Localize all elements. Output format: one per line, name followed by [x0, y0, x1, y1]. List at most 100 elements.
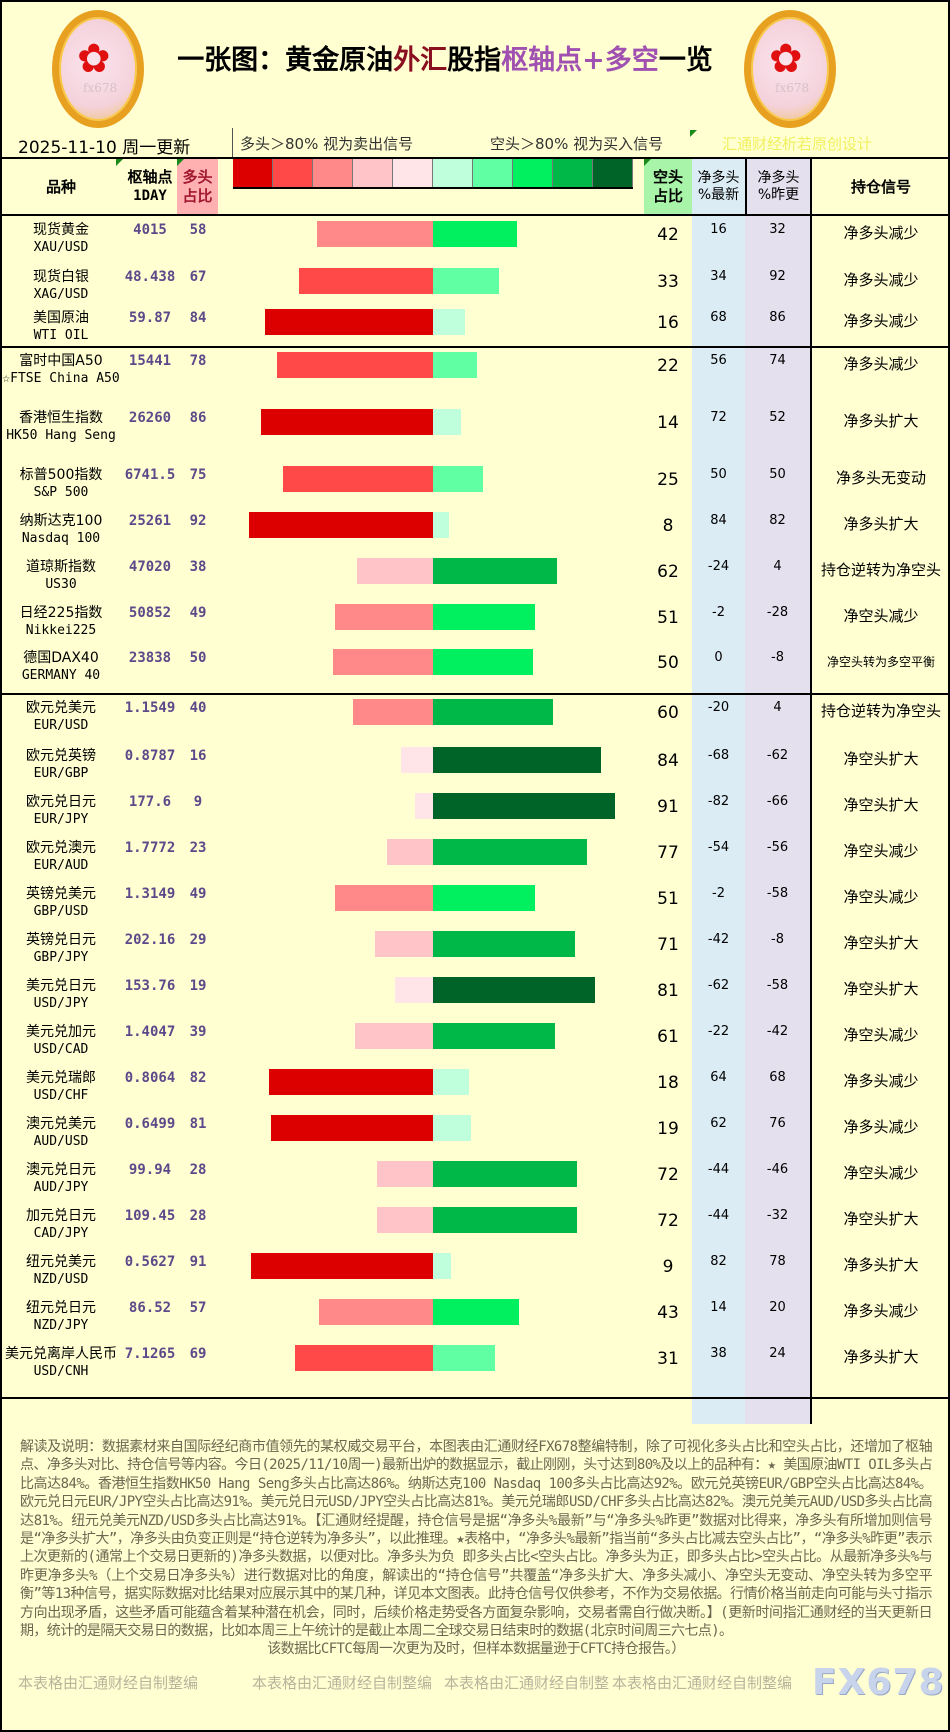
- pivot-value: 153.76: [124, 978, 176, 994]
- net-long-previous: 92: [769, 269, 786, 284]
- long-bar: [319, 1299, 433, 1325]
- instrument-cn: 纽元兑日元: [26, 1300, 96, 1316]
- short-percent: 16: [657, 313, 679, 333]
- legend-swatch: [553, 159, 593, 188]
- divider: [810, 159, 812, 1424]
- long-bar: [249, 512, 433, 538]
- long-bar: [387, 839, 433, 865]
- position-signal: 净多头减少: [843, 1118, 919, 1136]
- legend-swatch: [473, 159, 513, 188]
- pivot-value: 50852: [128, 605, 172, 621]
- position-signal: 净空头减少: [843, 842, 919, 860]
- instrument-cn: 富时中国A50: [19, 353, 103, 369]
- divider: [233, 187, 633, 189]
- notes-body: 解读及说明：数据素材来自国际经纪商市值领先的某权威交易平台，本图表由汇通财经FX…: [20, 1439, 933, 1640]
- long-percent: 57: [189, 1300, 207, 1316]
- flower-icon: ✿: [77, 36, 111, 82]
- instrument-cn: 美元兑日元: [26, 978, 96, 994]
- instrument-code: USD/CHF: [33, 1088, 89, 1103]
- short-bar: [433, 1299, 519, 1325]
- position-signal: 净空头减少: [843, 607, 919, 625]
- instrument-code: S&P 500: [33, 485, 89, 500]
- long-percent: 40: [189, 700, 207, 716]
- table-row: 纽元兑美元 NZD/USD 0.5627 91 9 82 78 净多头扩大: [0, 1248, 950, 1294]
- table-row: 美国原油 WTI OIL 59.87 84 16 68 86 净多头减少: [0, 304, 950, 347]
- footer-credit: 本表格由汇通财经自制整: [444, 1674, 610, 1692]
- short-bar: [433, 747, 601, 773]
- instrument-cn: 欧元兑日元: [26, 794, 96, 810]
- table-row: 纳斯达克100 Nasdaq 100 25261 92 8 84 82 净多头扩大: [0, 507, 950, 553]
- instrument-code: HK50 Hang Seng: [6, 428, 116, 443]
- instrument-name: 纽元兑美元 NZD/USD: [0, 1254, 122, 1288]
- title-part: 枢轴点+多空: [501, 45, 659, 76]
- net-long-latest: -22: [707, 1024, 730, 1039]
- instrument-code: XAG/USD: [33, 287, 89, 302]
- position-signal: 净多头扩大: [843, 515, 919, 533]
- net-long-latest: -62: [707, 978, 730, 993]
- net-long-latest: 0: [714, 650, 723, 665]
- short-percent: 77: [657, 843, 679, 863]
- instrument-cn: 美国原油: [33, 310, 89, 326]
- net-long-latest: -2: [712, 886, 725, 901]
- footer-credit: 本表格由汇通财经自制整编: [18, 1674, 199, 1692]
- short-percent: 71: [657, 935, 679, 955]
- long-bar: [355, 1023, 433, 1049]
- long-percent: 28: [189, 1162, 207, 1178]
- instrument-cn: 加元兑日元: [26, 1208, 96, 1224]
- long-percent: 49: [189, 886, 207, 902]
- instrument-code: USD/CNH: [33, 1364, 89, 1379]
- net-long-latest: -44: [707, 1208, 730, 1223]
- short-percent: 18: [657, 1073, 679, 1093]
- table-row: 德国DAX40 GERMANY 40 23838 50 50 0 -8 净空头转为…: [0, 644, 950, 694]
- position-signal: 净空头减少: [843, 1164, 919, 1182]
- notes: 解读及说明：数据素材来自国际经纪商市值领先的某权威交易平台，本图表由汇通财经FX…: [20, 1438, 933, 1659]
- net-long-latest: 38: [710, 1346, 727, 1361]
- instrument-code: XAU/USD: [33, 240, 89, 255]
- position-signal: 净空头扩大: [843, 796, 919, 814]
- net-long-latest: 50: [710, 467, 727, 482]
- short-percent: 60: [657, 703, 679, 723]
- short-percent: 43: [657, 1303, 679, 1323]
- position-signal: 净空头扩大: [843, 750, 919, 768]
- legend-swatch: [513, 159, 553, 188]
- instrument-name: 美元兑瑞郎 USD/CHF: [0, 1070, 122, 1104]
- net-long-previous: -8: [771, 650, 784, 665]
- long-percent: 49: [189, 605, 207, 621]
- net-long-previous: 52: [769, 410, 786, 425]
- long-percent: 82: [189, 1070, 207, 1086]
- instrument-name: 英镑兑美元 GBP/USD: [0, 886, 122, 920]
- instrument-cn: 欧元兑美元: [26, 700, 96, 716]
- net-long-latest: 34: [710, 269, 727, 284]
- instrument-code: USD/CAD: [33, 1042, 89, 1057]
- long-percent: 19: [189, 978, 207, 994]
- pivot-value: 4015: [133, 222, 167, 238]
- table-row: 美元兑日元 USD/JPY 153.76 19 81 -62 -58 净空头扩大: [0, 972, 950, 1018]
- instrument-cn: 德国DAX40: [23, 650, 99, 666]
- short-percent: 22: [657, 356, 679, 376]
- net-long-previous: -58: [766, 978, 789, 993]
- short-bar: [433, 977, 595, 1003]
- comment-marker: [116, 159, 123, 166]
- instrument-cn: 欧元兑英镑: [26, 748, 96, 764]
- net-long-latest: -24: [707, 559, 730, 574]
- header-pivot-label: 枢轴点: [127, 168, 173, 186]
- header-pivot-sub: 1DAY: [133, 188, 167, 204]
- net-long-previous: -58: [766, 886, 789, 901]
- position-signal: 净空头减少: [843, 1026, 919, 1044]
- net-long-latest: -20: [707, 700, 730, 715]
- net-long-latest: -44: [707, 1162, 730, 1177]
- instrument-cn: 纽元兑美元: [26, 1254, 96, 1270]
- net-long-latest: 82: [710, 1254, 727, 1269]
- position-signal: 持仓逆转为净空头: [820, 702, 941, 720]
- comment-marker: [644, 159, 651, 166]
- title-part: 股指: [447, 45, 502, 76]
- short-bar: [433, 268, 499, 294]
- short-percent: 62: [657, 562, 679, 582]
- instrument-name: 加元兑日元 CAD/JPY: [0, 1208, 122, 1242]
- net-long-previous: 32: [769, 222, 786, 237]
- pivot-value: 1.7772: [124, 840, 176, 856]
- net-long-previous: -46: [766, 1162, 789, 1177]
- table-row: 标普500指数 S&P 500 6741.5 75 25 50 50 净多头无变动: [0, 461, 950, 507]
- pivot-value: 15441: [128, 353, 172, 369]
